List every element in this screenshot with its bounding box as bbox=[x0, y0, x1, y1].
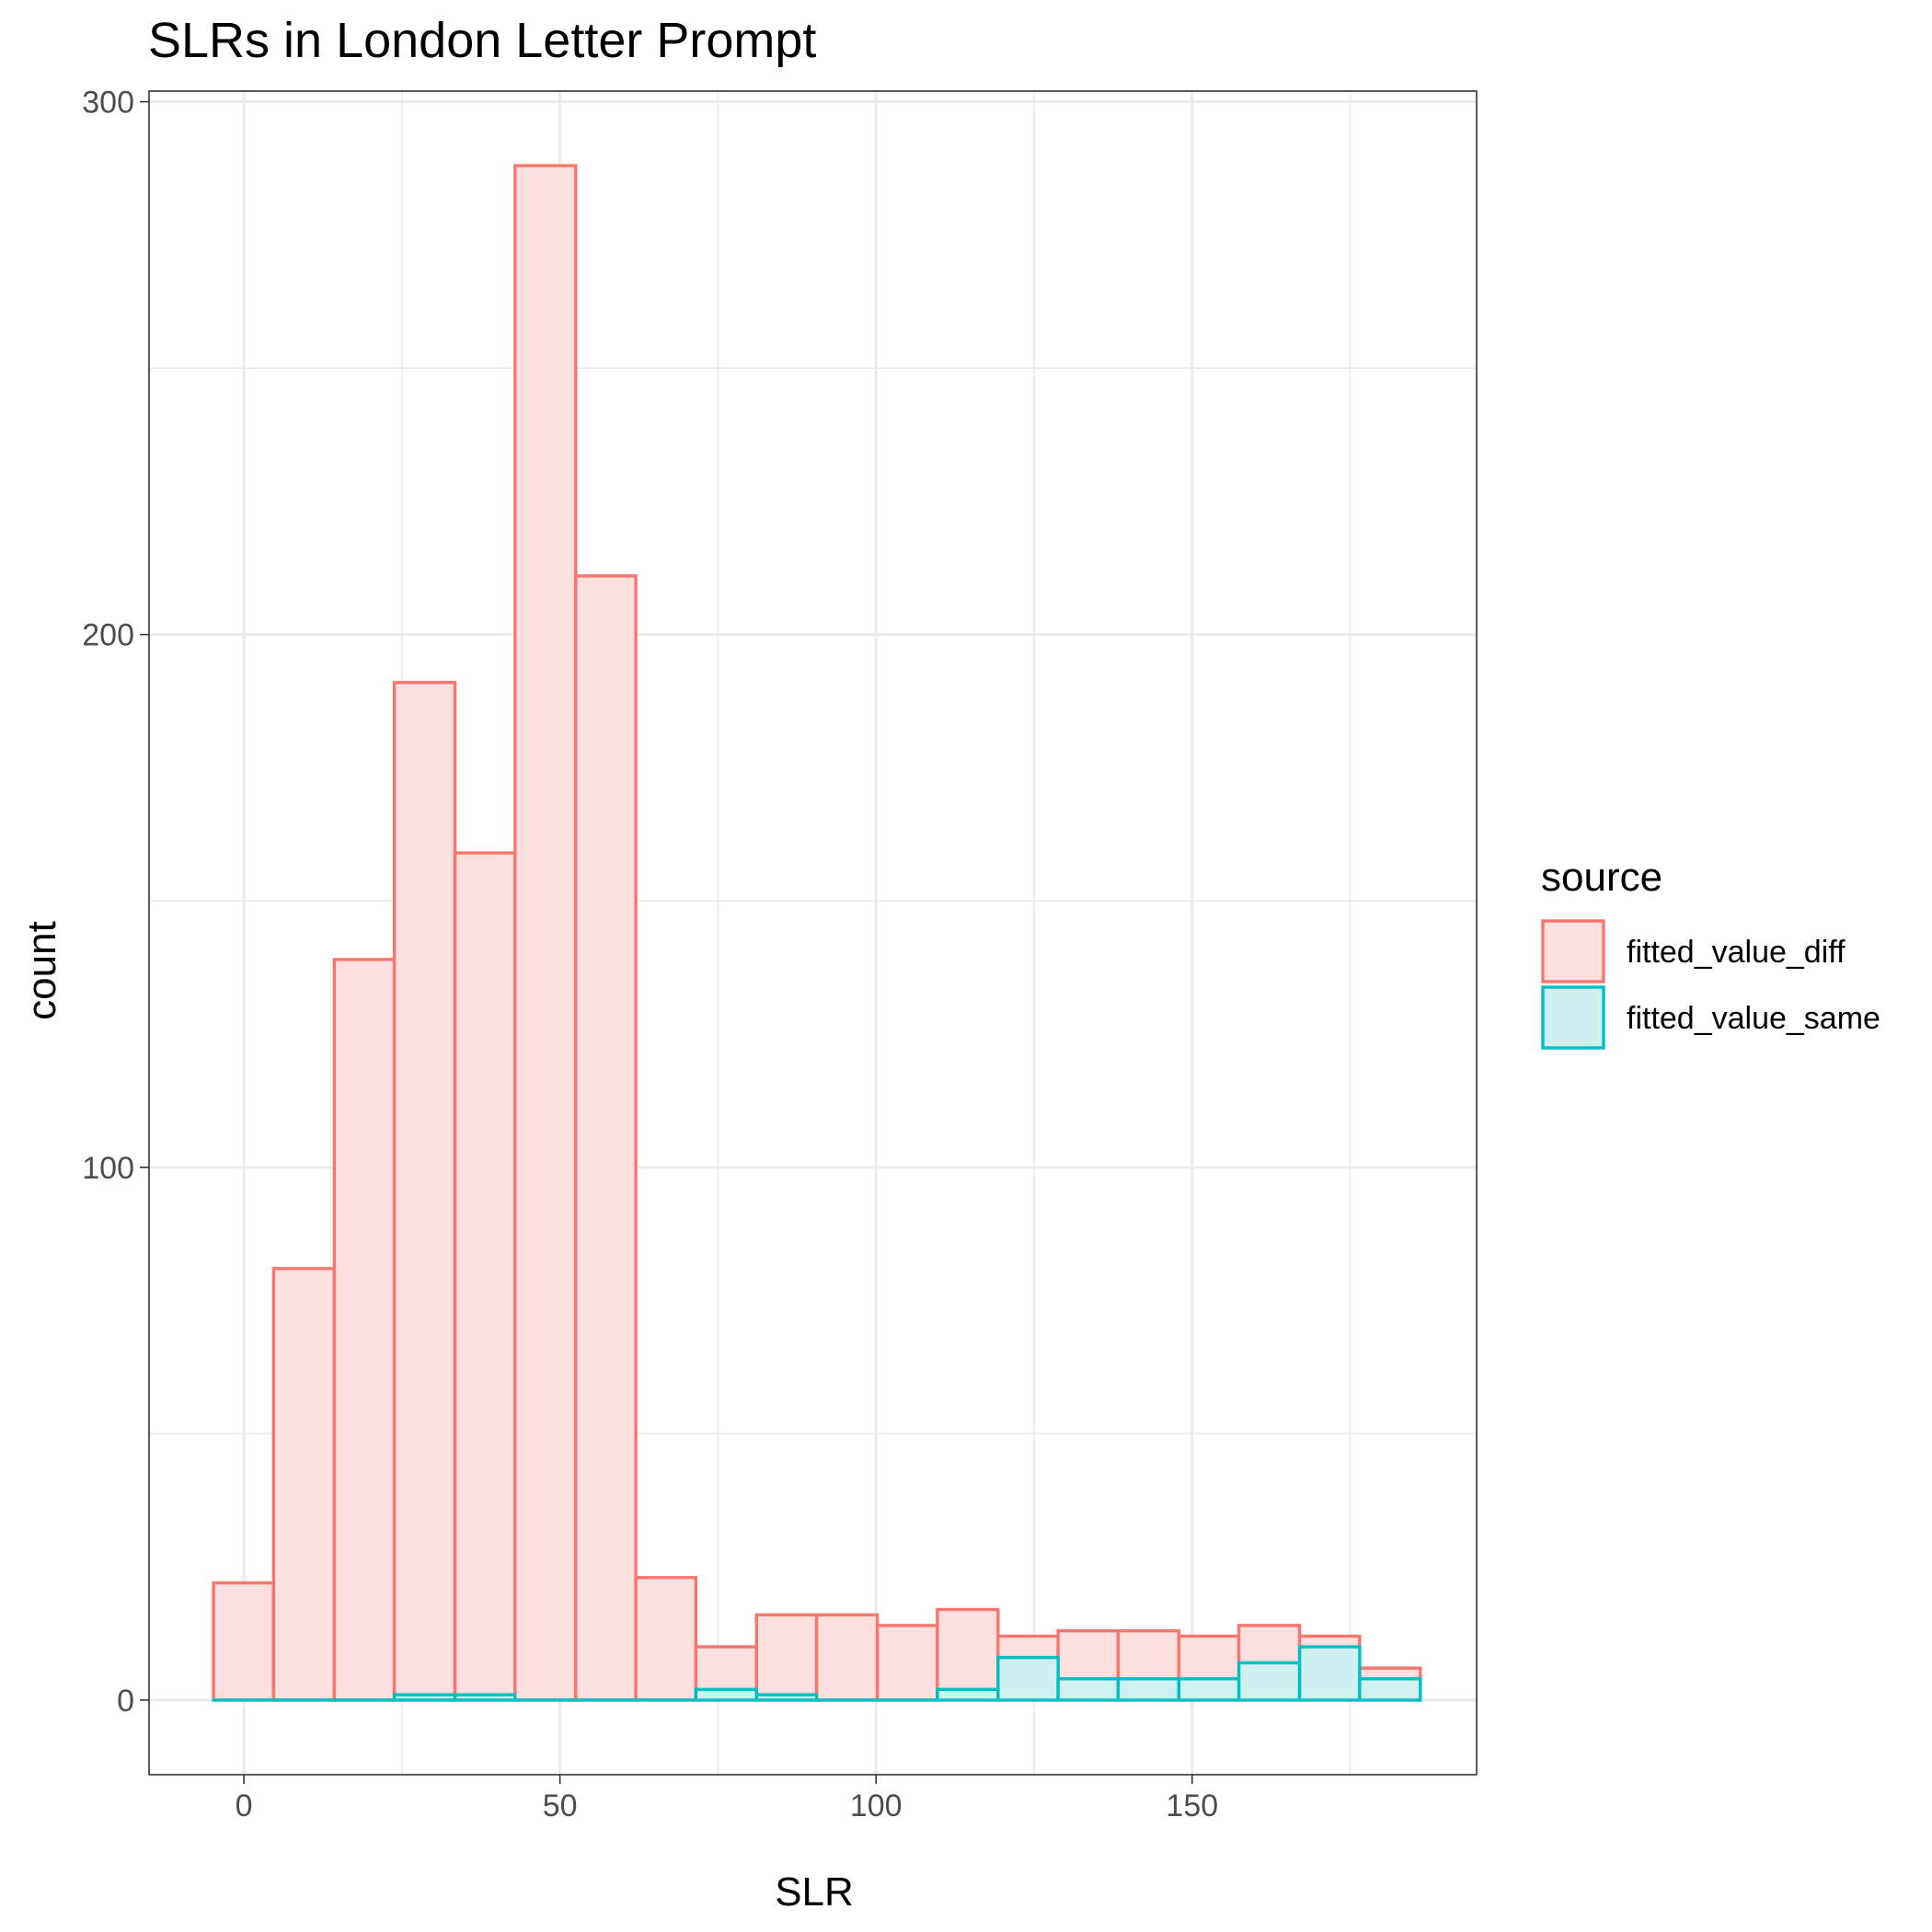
bar-fitted_value_diff bbox=[392, 681, 457, 1702]
bar-fitted_value_same bbox=[1297, 1645, 1362, 1702]
bar-fitted_value_diff bbox=[212, 1581, 276, 1702]
y-axis-title: count bbox=[19, 921, 64, 1020]
bar-fitted_value_same bbox=[694, 1687, 759, 1702]
bar-fitted_value_diff bbox=[574, 574, 638, 1702]
legend-key-fitted_value_same bbox=[1541, 985, 1605, 1050]
bar-fitted_value_same bbox=[453, 1693, 517, 1702]
bar-fitted_value_same bbox=[392, 1693, 457, 1702]
bar-fitted_value_diff bbox=[271, 1267, 337, 1702]
bar-fitted_value_same bbox=[996, 1655, 1060, 1702]
bar-fitted_value_same bbox=[1177, 1677, 1241, 1702]
x-tick-label: 50 bbox=[543, 1788, 578, 1823]
bar-fitted_value_same bbox=[1358, 1677, 1422, 1702]
bar-fitted_value_diff bbox=[634, 1576, 698, 1702]
x-tick-label: 0 bbox=[236, 1788, 253, 1823]
bar-fitted_value_diff bbox=[332, 958, 397, 1702]
bar-fitted_value_diff bbox=[936, 1607, 1000, 1702]
y-tick-label: 200 bbox=[82, 618, 134, 653]
y-tick-label: 100 bbox=[82, 1151, 134, 1186]
bar-fitted_value_diff bbox=[513, 164, 578, 1702]
bar-fitted_value_diff bbox=[875, 1624, 939, 1702]
bar-fitted_value_same bbox=[1236, 1661, 1302, 1702]
legend-title: source bbox=[1541, 855, 1662, 900]
bar-fitted_value_same bbox=[1116, 1677, 1181, 1702]
bar-fitted_value_diff bbox=[453, 851, 517, 1702]
x-axis-title: SLR bbox=[775, 1869, 854, 1915]
axes: 0 100 200 300 0 50 100 150 bbox=[82, 86, 1218, 1823]
x-tick-label: 150 bbox=[1166, 1788, 1218, 1823]
legend-label-fitted_value_diff: fitted_value_diff bbox=[1627, 935, 1846, 970]
bar-fitted_value_diff bbox=[814, 1613, 880, 1702]
legend-label-fitted_value_same: fitted_value_same bbox=[1627, 1001, 1880, 1036]
chart-title: SLRs in London Letter Prompt bbox=[148, 13, 816, 68]
bar-fitted_value_diff bbox=[754, 1613, 819, 1702]
x-tick-label: 100 bbox=[850, 1788, 903, 1823]
y-tick-label: 0 bbox=[117, 1684, 134, 1719]
bar-fitted_value_same bbox=[754, 1693, 819, 1702]
y-tick-label: 300 bbox=[82, 86, 134, 121]
legend: source fitted_value_diff fitted_value_sam… bbox=[1541, 855, 1880, 1050]
bar-fitted_value_same bbox=[1056, 1677, 1121, 1702]
legend-key-fitted_value_diff bbox=[1541, 919, 1605, 983]
bar-fitted_value_same bbox=[936, 1687, 1000, 1702]
plot-panel-border bbox=[148, 90, 1478, 1776]
bars bbox=[212, 164, 1422, 1702]
